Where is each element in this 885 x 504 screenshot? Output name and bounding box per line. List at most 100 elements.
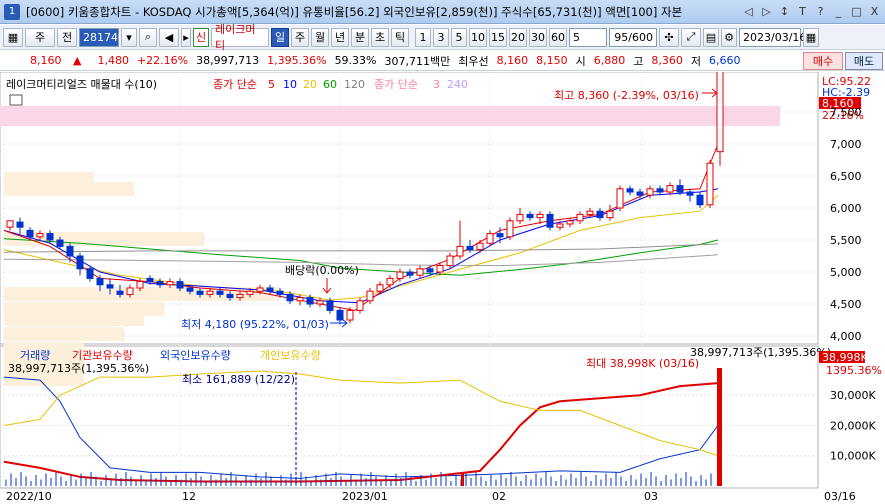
maximize-icon[interactable]: □ — [851, 5, 862, 18]
open-label: 시 — [575, 54, 586, 68]
ma-legend-label: 종가 단순 — [213, 78, 257, 91]
stock-code-input[interactable]: 281740 — [79, 27, 125, 47]
best-label: 최우선 — [458, 54, 489, 68]
layout-icon[interactable]: ▦ — [3, 27, 23, 47]
candle — [386, 277, 394, 286]
magnifier-icon[interactable]: ⌕ — [139, 27, 157, 47]
speaker-icon[interactable]: ◀ — [159, 27, 179, 47]
market-scope-select[interactable]: 전 — [57, 27, 77, 47]
market-type-select[interactable]: 주 — [25, 27, 55, 47]
tab-week[interactable]: 주 — [291, 27, 309, 47]
sell-button[interactable]: 매도 — [845, 52, 883, 70]
candle — [576, 213, 584, 222]
ma20-legend: 20 — [303, 78, 317, 91]
minimize-icon[interactable]: _ — [835, 5, 842, 18]
crosshair-icon[interactable]: ✣ — [659, 27, 679, 47]
hc-tag: HC:-2.39 — [822, 86, 870, 99]
dividend-arrow-icon — [322, 278, 332, 294]
candle — [646, 188, 654, 196]
date-input[interactable]: 2023/03/16 — [739, 27, 806, 47]
expand-icon[interactable]: ▸ — [181, 27, 191, 47]
prev-icon[interactable]: ◁ — [744, 5, 753, 18]
candle — [76, 255, 84, 270]
stock-chart[interactable]: 레이크머티리얼즈 매물대 수(10) 종가 단순 5 10 20 60 120 … — [0, 56, 885, 504]
next-icon[interactable]: ▷ — [762, 5, 771, 18]
chart-area[interactable]: 레이크머티리얼즈 매물대 수(10) 종가 단순 5 10 20 60 120 … — [0, 56, 885, 504]
current-rate-tag: 22.16% — [822, 109, 864, 122]
change-rate: +22.16% — [136, 54, 189, 67]
price-y-tick: 6,000 — [830, 202, 862, 215]
low-arrow-icon — [330, 318, 348, 328]
bid-price: 8,150 — [536, 54, 568, 67]
minute-20-button[interactable]: 20 — [509, 27, 527, 47]
candle — [596, 210, 604, 219]
candle — [316, 300, 324, 305]
candle — [156, 281, 164, 286]
price-y-tick: 5,500 — [830, 234, 862, 247]
candle — [556, 223, 564, 228]
minute-30-button[interactable]: 30 — [529, 27, 547, 47]
candle — [26, 229, 34, 238]
minute-5-button[interactable]: 5 — [451, 27, 467, 47]
candle — [256, 287, 264, 292]
change-value: 1,480 — [97, 54, 129, 67]
grid-icon[interactable]: ▤ — [703, 27, 719, 47]
minute-10-button[interactable]: 10 — [469, 27, 487, 47]
candle — [706, 162, 714, 206]
candle — [96, 277, 104, 286]
search-icon[interactable]: ▾ — [121, 27, 137, 47]
buy-button[interactable]: 매수 — [803, 52, 843, 70]
volume-y-tick: 10,000K — [830, 450, 876, 463]
settings-icon[interactable]: ⚙ — [721, 27, 737, 47]
count-input[interactable]: 95/600 — [609, 27, 657, 47]
minute-15-button[interactable]: 15 — [489, 27, 507, 47]
minute-1-button[interactable]: 1 — [415, 27, 431, 47]
price-y-tick: 7,000 — [830, 138, 862, 151]
candle — [616, 188, 624, 209]
dividend-annotation: 배당락(0.00%) — [285, 264, 359, 277]
candle — [456, 245, 464, 257]
close-icon[interactable]: X — [870, 5, 879, 18]
high-annotation: 최고 8,360 (-2.39%, 03/16) — [554, 89, 699, 102]
candle — [246, 290, 254, 295]
tab-tick[interactable]: 틱 — [391, 27, 409, 47]
tab-minute[interactable]: 분 — [351, 27, 369, 47]
tab-second[interactable]: 초 — [371, 27, 389, 47]
table-icon[interactable] — [9, 94, 23, 106]
candle — [606, 210, 614, 219]
institution-legend: 기관보유수량 — [72, 349, 133, 362]
resize-icon[interactable]: ↕ — [779, 5, 790, 18]
help-icon[interactable]: ? — [817, 5, 824, 18]
new-button[interactable]: 신 — [193, 27, 209, 47]
price-y-tick: 5,000 — [830, 266, 862, 279]
candle — [496, 233, 504, 238]
candle — [696, 194, 704, 206]
high-price: 8,360 — [651, 54, 683, 67]
candle — [406, 271, 414, 276]
calendar-icon[interactable]: ▦ — [803, 27, 819, 47]
minute-select[interactable]: 5 — [569, 27, 607, 47]
candle — [36, 233, 44, 238]
max-volume-annotation: 최대 38,998K (03/16) — [586, 357, 699, 370]
text-icon[interactable]: T — [799, 5, 806, 18]
candle — [266, 287, 274, 292]
ma10-legend: 10 — [283, 78, 297, 91]
candle — [346, 309, 354, 321]
candle — [196, 290, 204, 295]
volume-left-value: 38,997,713주(1,395.36%) — [8, 362, 149, 375]
volume-legend: 거래량 — [20, 349, 50, 362]
candle — [306, 297, 314, 305]
price-y-tick: 4,500 — [830, 298, 862, 311]
draw-tool-icon[interactable]: ⤢ — [681, 27, 701, 47]
x-axis-label: 02 — [492, 490, 506, 503]
window-title: [0600] 키움종합차트 - KOSDAQ 시가총액[5,364(억)] 유통… — [26, 4, 683, 19]
tab-day[interactable]: 일 — [271, 27, 289, 47]
candle — [546, 213, 554, 228]
tab-month[interactable]: 월 — [311, 27, 329, 47]
title-bar: 1 [0600] 키움종합차트 - KOSDAQ 시가총액[5,364(억)] … — [0, 0, 885, 24]
minute-3-button[interactable]: 3 — [433, 27, 449, 47]
candle — [86, 268, 94, 279]
minute-60-button[interactable]: 60 — [549, 27, 567, 47]
candle — [126, 287, 134, 295]
tab-year[interactable]: 년 — [331, 27, 349, 47]
